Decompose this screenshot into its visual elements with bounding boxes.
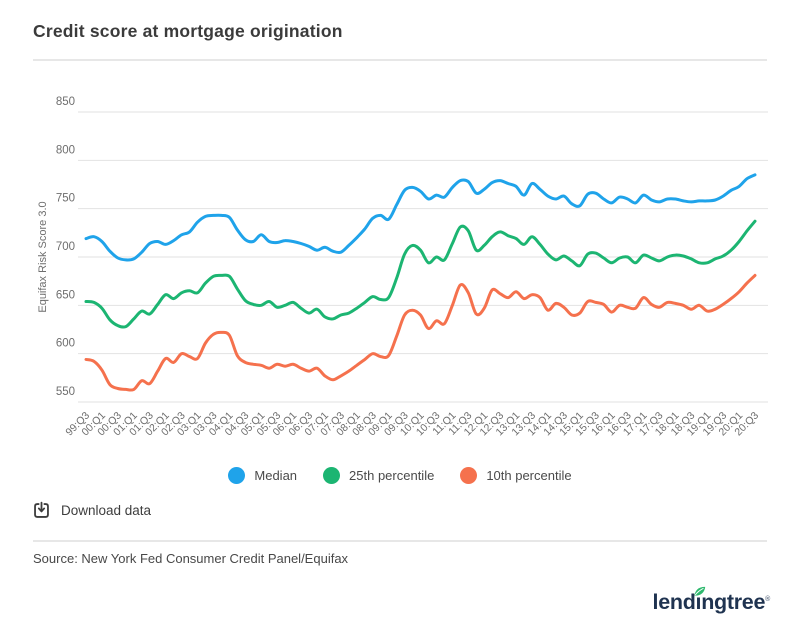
svg-text:600: 600 bbox=[56, 338, 75, 350]
y-axis-title: Equifax Risk Score 3.0 bbox=[37, 201, 49, 312]
legend-label-25th-percentile: 25th percentile bbox=[349, 468, 435, 483]
chart-title: Credit score at mortgage origination bbox=[33, 21, 343, 41]
10th-percentile-color-dot-icon bbox=[460, 467, 478, 484]
svg-text:800: 800 bbox=[56, 144, 75, 156]
series-line-25th-percentile bbox=[84, 219, 757, 329]
legend-item-median: Median bbox=[228, 467, 297, 484]
legend-label-10th-percentile: 10th percentile bbox=[486, 468, 572, 483]
25th-percentile-color-dot-icon bbox=[323, 467, 341, 484]
svg-text:550: 550 bbox=[56, 386, 75, 398]
logo-letter-i: ı bbox=[694, 586, 705, 614]
y-axis-labels: 550 600 650 700 750 800 850 bbox=[56, 96, 75, 398]
legend-item-25th-percentile: 25th percentile bbox=[323, 467, 434, 484]
source-attribution: Source: New York Fed Consumer Credit Pan… bbox=[33, 551, 349, 566]
download-data-button[interactable]: Download data bbox=[30, 499, 153, 522]
line-chart: 550 600 650 700 750 800 850 99:Q300:Q100:Q301:Q… bbox=[37, 96, 768, 439]
median-color-dot-icon bbox=[228, 467, 246, 484]
logo-text-lend: lend bbox=[652, 590, 696, 614]
download-data-label: Download data bbox=[61, 503, 152, 518]
registered-mark: ® bbox=[765, 595, 770, 603]
legend-label-median: Median bbox=[254, 468, 298, 483]
download-tray-arrow-icon bbox=[32, 501, 51, 520]
gridlines bbox=[78, 111, 768, 403]
series-line-median bbox=[84, 173, 757, 262]
svg-text:850: 850 bbox=[56, 96, 75, 108]
legend-item-10th-percentile: 10th percentile bbox=[460, 467, 572, 484]
svg-text:700: 700 bbox=[56, 241, 75, 253]
chart-legend: Median 25th percentile 10th percentile bbox=[0, 467, 800, 484]
svg-text:750: 750 bbox=[56, 193, 75, 205]
footer-divider bbox=[33, 540, 767, 542]
svg-text:650: 650 bbox=[56, 289, 75, 301]
x-axis-labels: 99:Q300:Q100:Q301:Q101:Q302:Q102:Q303:Q1… bbox=[63, 410, 761, 439]
logo-text-ngtree: ngtree bbox=[701, 590, 766, 614]
title-divider bbox=[33, 59, 767, 61]
series-line-10th-percentile bbox=[84, 273, 757, 392]
lendingtree-leaf-icon bbox=[691, 578, 707, 604]
lendingtree-logo[interactable]: lendı ngtree® bbox=[652, 586, 770, 615]
